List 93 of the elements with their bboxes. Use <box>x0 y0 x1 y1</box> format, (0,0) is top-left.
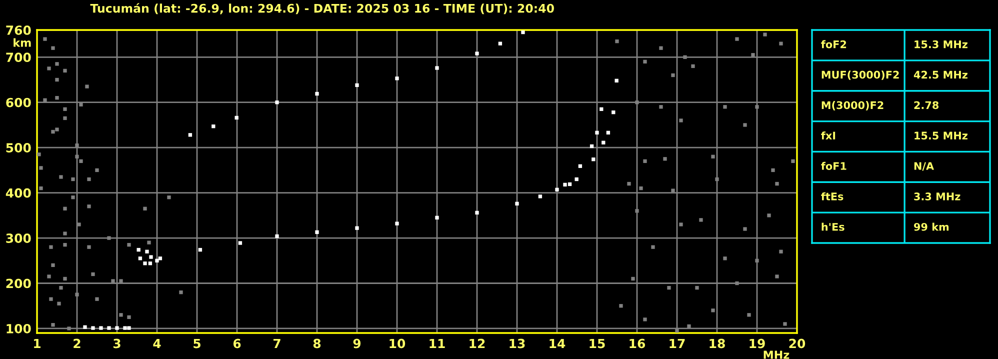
y-tick-label: 760 <box>6 25 31 35</box>
y-axis-title: km <box>14 38 31 47</box>
point <box>563 182 567 187</box>
point <box>614 78 618 82</box>
point <box>612 110 616 114</box>
chart-title: Tucumán (lat: -26.9, lon: 294.6) - DATE: 2025 03 16 - TIME (UT): 20:40 <box>90 3 554 14</box>
point <box>148 262 152 266</box>
x-tick-label: 13 <box>510 338 525 348</box>
point <box>149 255 153 259</box>
point <box>475 210 479 215</box>
point <box>395 76 399 80</box>
point <box>435 66 439 70</box>
text: ftEs <box>821 192 844 200</box>
x-tick-label: 3 <box>113 338 120 348</box>
point <box>606 130 610 134</box>
x-axis-title: MHz <box>764 350 790 359</box>
point <box>127 326 131 330</box>
x-tick-label: 16 <box>630 338 646 348</box>
point <box>538 194 542 198</box>
point <box>568 182 572 186</box>
text: h'Es <box>822 222 844 231</box>
x-tick-label: 9 <box>353 338 361 348</box>
text: 3.3 MHz <box>914 192 960 200</box>
x-tick-label: 11 <box>430 338 445 348</box>
point <box>600 107 604 111</box>
point <box>602 140 606 144</box>
point <box>91 326 95 330</box>
point <box>115 326 119 330</box>
x-tick-label: 1 <box>34 338 40 348</box>
point <box>198 248 202 252</box>
x-tick-label: 6 <box>233 338 241 348</box>
text: 15.5 MHz <box>914 132 968 140</box>
point <box>355 83 359 88</box>
x-tick-label: 7 <box>273 338 280 348</box>
point <box>238 241 242 245</box>
point <box>136 248 140 252</box>
text: 99 km <box>914 222 949 231</box>
point <box>498 42 502 46</box>
point <box>275 234 279 238</box>
point <box>355 226 359 230</box>
text: N/A <box>914 162 934 171</box>
y-tick-label: 400 <box>6 188 31 198</box>
y-tick-label: 700 <box>6 52 31 62</box>
x-tick-label: 5 <box>194 338 200 348</box>
y-tick-label: 100 <box>6 324 31 334</box>
point <box>475 52 479 56</box>
y-tick-label: 500 <box>6 143 31 153</box>
point <box>188 133 192 137</box>
text: M(3000)F2 <box>822 101 884 110</box>
x-tick-label: 17 <box>670 338 685 348</box>
y-tick-label: 600 <box>6 98 31 108</box>
point <box>590 144 594 148</box>
x-tick-label: 15 <box>590 338 605 348</box>
point <box>83 325 87 329</box>
x-tick-label: 14 <box>550 338 566 348</box>
point <box>578 164 582 168</box>
x-tick-label: 2 <box>74 338 80 348</box>
text: 2.78 <box>914 101 939 110</box>
text: 42.5 MHz <box>914 70 968 79</box>
x-tick-label: 12 <box>470 338 485 348</box>
point <box>515 202 519 206</box>
point <box>435 216 439 220</box>
point <box>212 124 216 128</box>
text: foF2 <box>821 40 846 48</box>
point <box>143 262 147 266</box>
point <box>395 222 399 226</box>
y-tick-label: 200 <box>6 278 31 288</box>
text: fxI <box>821 131 836 140</box>
point <box>521 30 525 34</box>
point <box>592 158 596 162</box>
point <box>555 188 559 192</box>
point <box>123 326 127 330</box>
x-tick-label: 19 <box>750 338 765 348</box>
text: 15.3 MHz <box>914 40 968 48</box>
point <box>574 177 578 182</box>
point <box>99 326 103 330</box>
point <box>275 100 279 104</box>
x-tick-label: 18 <box>710 338 725 348</box>
point <box>595 130 599 134</box>
text: MUF(3000)F2 <box>822 70 899 80</box>
point <box>138 256 142 260</box>
point <box>234 116 238 120</box>
point <box>315 92 319 96</box>
x-tick-label: 8 <box>313 338 321 348</box>
text: foF1 <box>821 162 846 170</box>
point <box>107 326 111 330</box>
x-tick-label: 10 <box>390 338 406 348</box>
point <box>155 258 159 262</box>
x-tick-label: 20 <box>789 338 806 348</box>
point <box>315 230 319 234</box>
y-tick-label: 300 <box>6 234 31 243</box>
point <box>145 250 149 254</box>
x-tick-label: 4 <box>153 338 161 348</box>
